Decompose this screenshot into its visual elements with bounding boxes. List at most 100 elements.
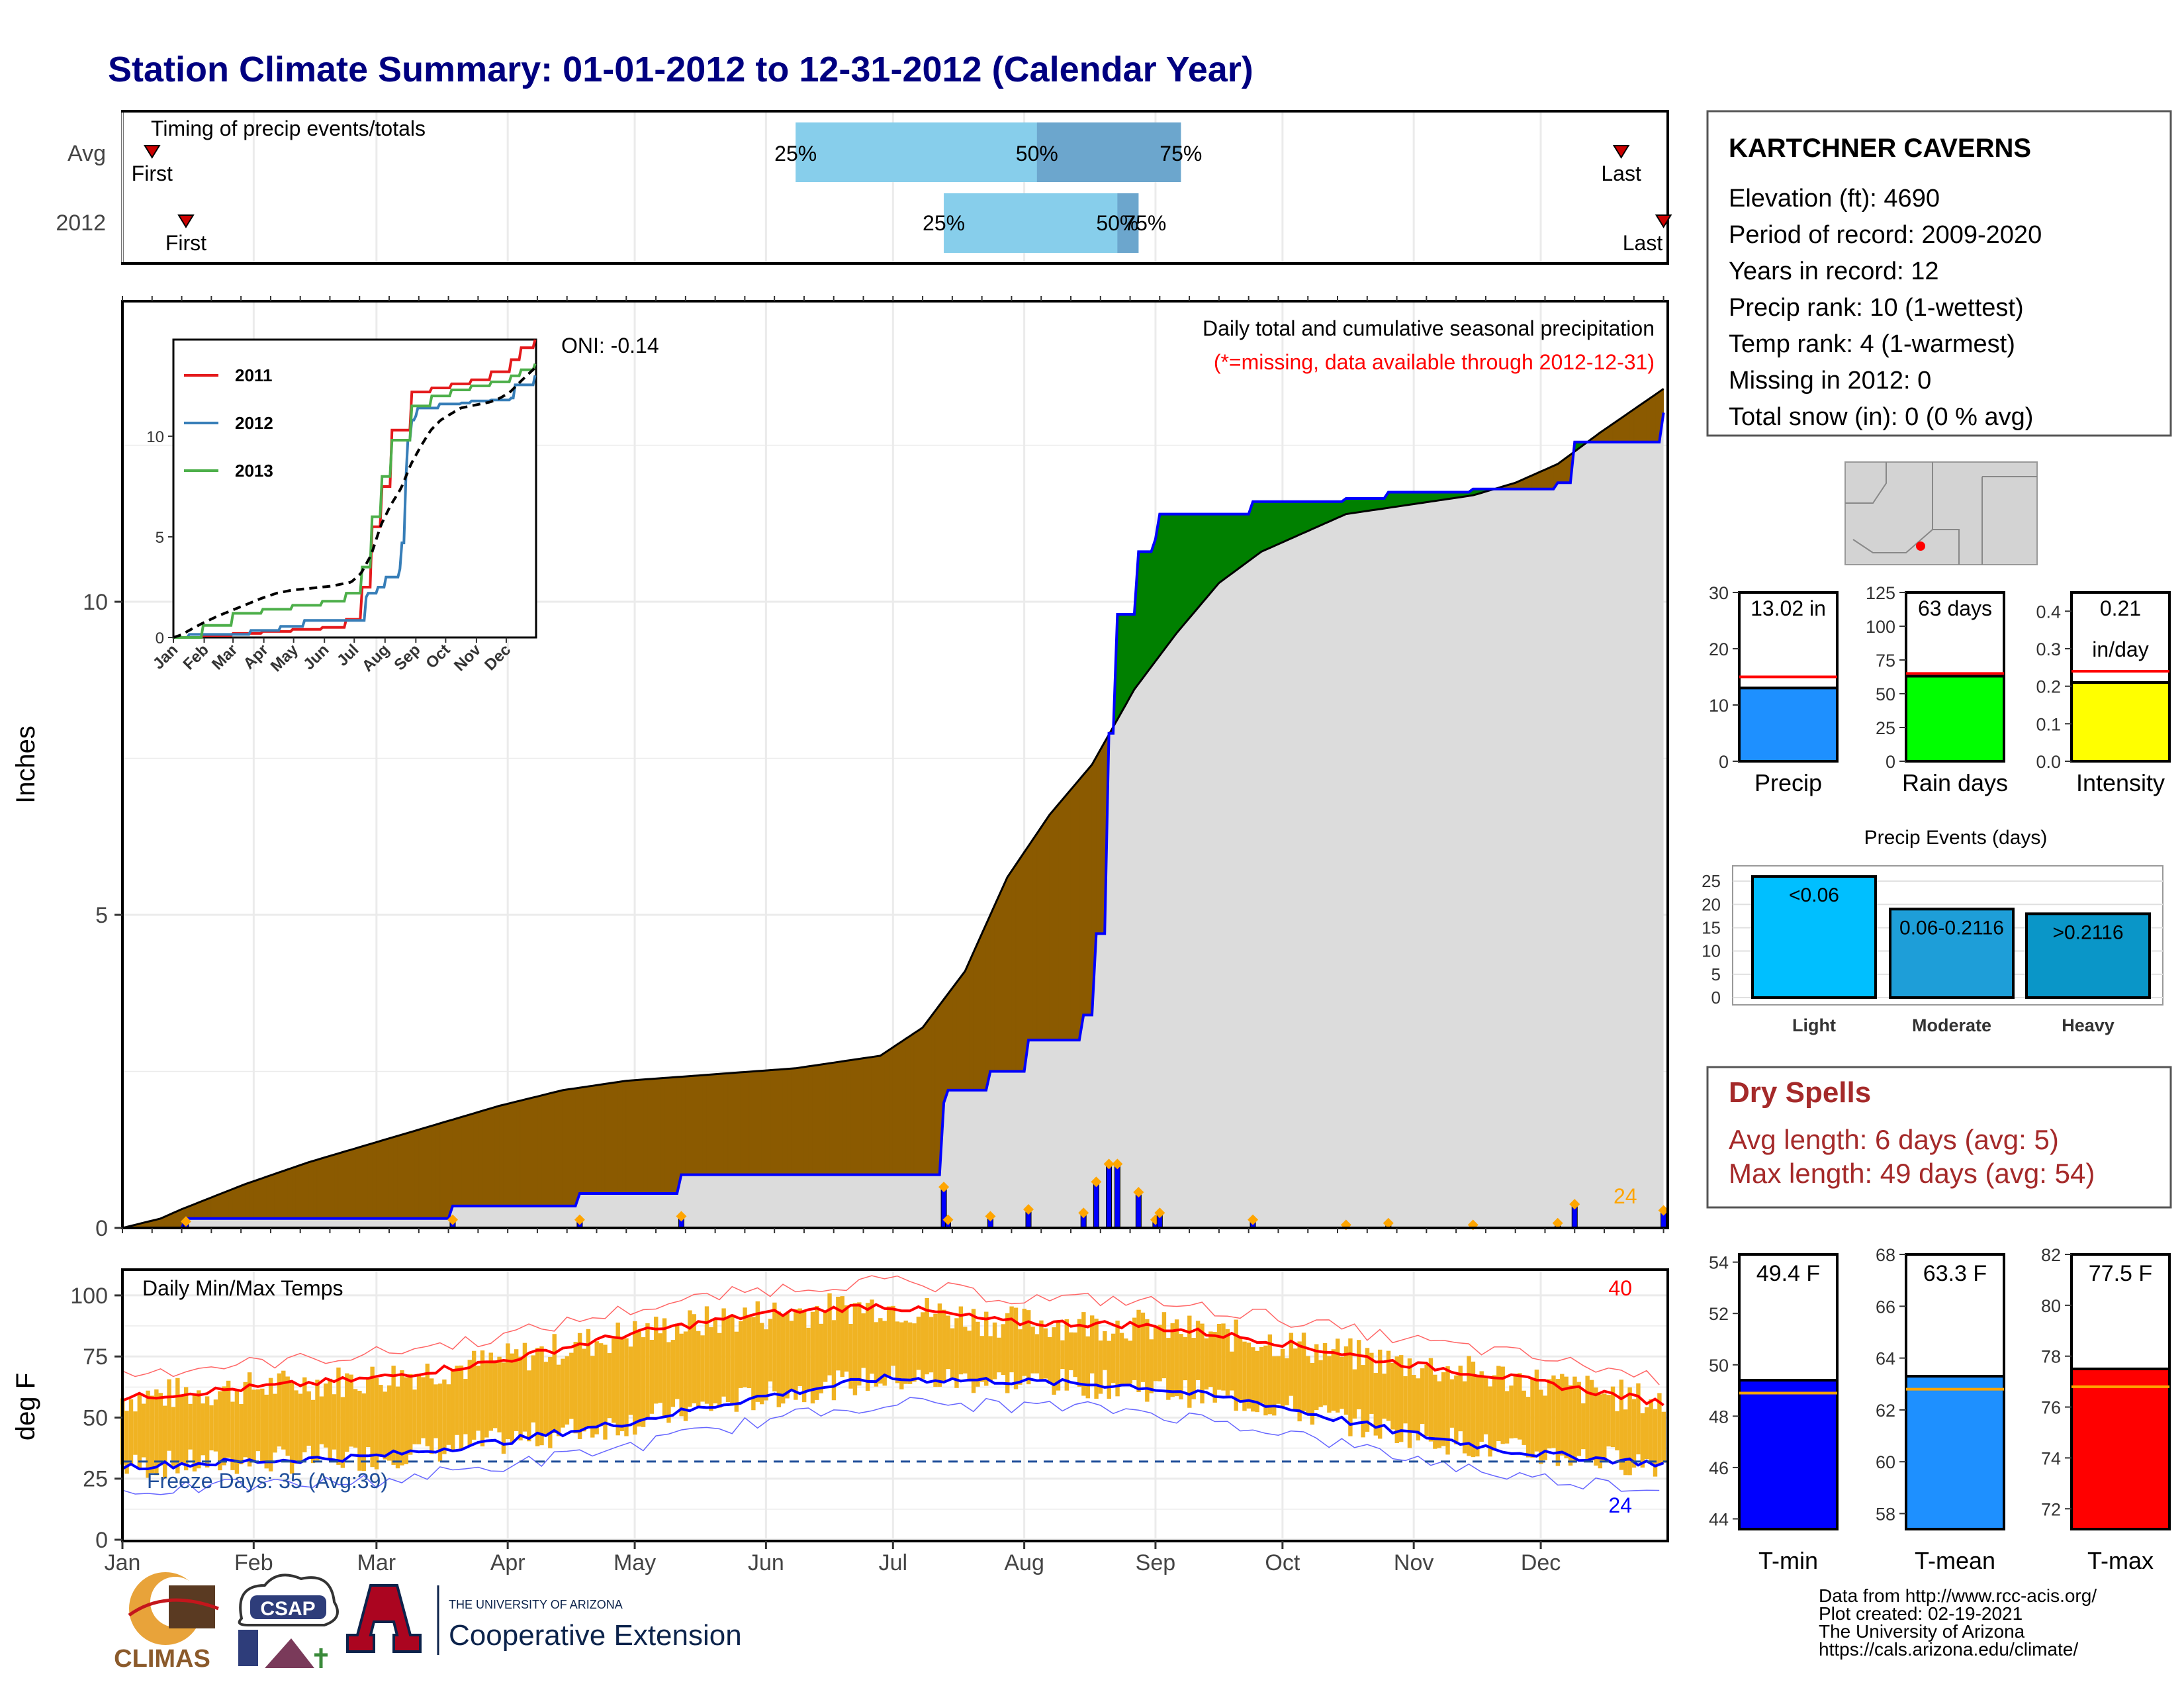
daily-temp-range-bar bbox=[395, 1386, 400, 1469]
below-average-segment bbox=[812, 1064, 817, 1175]
daily-temp-range-bar bbox=[463, 1379, 468, 1434]
month-label: Jan bbox=[105, 1550, 141, 1575]
temp-bar-tick-label: 48 bbox=[1709, 1407, 1729, 1427]
inset-legend-label: 2011 bbox=[235, 365, 272, 385]
daily-temp-range-bar bbox=[925, 1297, 929, 1375]
below-average-segment bbox=[617, 1081, 623, 1194]
station-info-box: KARTCHNER CAVERNS Elevation (ft): 4690 P… bbox=[1706, 110, 2172, 437]
daily-temp-range-bar bbox=[1572, 1376, 1577, 1463]
csap-text: CSAP bbox=[260, 1598, 315, 1620]
csap-logo: CSAP bbox=[238, 1573, 339, 1668]
above-average-segment bbox=[1218, 514, 1224, 584]
below-average-segment bbox=[1054, 804, 1059, 1041]
daily-temp-range-bar bbox=[1060, 1340, 1065, 1370]
below-average-segment bbox=[490, 1106, 496, 1207]
below-average-segment bbox=[858, 1058, 864, 1175]
below-average-segment bbox=[909, 1033, 915, 1175]
daily-temp-range-bar bbox=[218, 1391, 222, 1471]
below-average-segment bbox=[224, 1190, 229, 1219]
above-average-segment bbox=[1307, 501, 1312, 532]
daily-temp-range-bar bbox=[700, 1335, 705, 1402]
above-average-segment bbox=[1269, 501, 1275, 549]
daily-temp-range-bar bbox=[882, 1321, 887, 1386]
temp-ytick-label: 50 bbox=[83, 1405, 108, 1430]
below-average-segment bbox=[884, 1049, 889, 1175]
above-average-segment bbox=[1227, 514, 1232, 577]
temp-bar-name: T-max bbox=[2087, 1547, 2154, 1574]
daily-temp-range-bar bbox=[455, 1366, 459, 1435]
daily-temp-range-bar bbox=[1128, 1340, 1132, 1384]
summary-value-unit: in/day bbox=[2092, 637, 2148, 661]
inset-line-2012 bbox=[173, 375, 537, 639]
daily-temp-range-bar bbox=[1555, 1379, 1561, 1466]
daily-temp-range-bar bbox=[1551, 1375, 1556, 1448]
daily-temp-range-bar bbox=[1018, 1329, 1023, 1385]
daily-temp-range-bar bbox=[370, 1366, 375, 1468]
above-average-segment bbox=[1278, 501, 1283, 545]
temp-summary-bar bbox=[1905, 1375, 2005, 1531]
above-average-segment bbox=[1299, 501, 1304, 536]
daily-temp-range-bar bbox=[141, 1403, 146, 1458]
summary-tick-label: 30 bbox=[1709, 583, 1729, 603]
above-average-segment bbox=[1222, 514, 1228, 581]
daily-temp-range-bar bbox=[1585, 1376, 1590, 1461]
below-average-segment bbox=[1007, 870, 1012, 1072]
daily-temp-range-bar bbox=[255, 1389, 261, 1452]
below-average-segment bbox=[443, 1120, 449, 1219]
daily-temp-range-bar bbox=[1594, 1387, 1598, 1466]
temp-bar-tick-label: 64 bbox=[1876, 1349, 1895, 1369]
daily-temp-range-bar bbox=[1179, 1334, 1183, 1400]
month-label: Apr bbox=[490, 1550, 525, 1575]
first-event-label: First bbox=[132, 162, 173, 185]
summary-bar bbox=[1738, 686, 1839, 763]
above-average-segment bbox=[1130, 614, 1135, 698]
daily-temp-range-bar bbox=[852, 1303, 858, 1395]
daily-temp-range-bar bbox=[1272, 1356, 1277, 1416]
daily-temp-range-bar bbox=[772, 1302, 777, 1391]
daily-temp-range-bar bbox=[1255, 1350, 1259, 1413]
daily-temp-range-bar bbox=[615, 1322, 620, 1436]
below-average-segment bbox=[639, 1079, 644, 1194]
month-label: Dec bbox=[1521, 1550, 1561, 1575]
above-average-segment bbox=[1138, 551, 1144, 685]
daily-temp-range-bar bbox=[844, 1305, 849, 1372]
below-average-segment bbox=[270, 1173, 275, 1219]
daily-temp-range-bar bbox=[298, 1393, 303, 1463]
daily-temp-range-bar bbox=[1301, 1333, 1306, 1411]
temp-bar-tick-label: 80 bbox=[2041, 1296, 2061, 1316]
above-average-segment bbox=[1273, 501, 1279, 547]
daily-temp-range-bar bbox=[492, 1360, 498, 1429]
daily-temp-range-bar bbox=[247, 1372, 252, 1467]
daily-temp-range-bar bbox=[730, 1314, 735, 1406]
above-average-segment bbox=[1316, 501, 1321, 528]
below-average-segment bbox=[1545, 467, 1550, 490]
below-average-segment bbox=[613, 1082, 618, 1194]
below-average-segment bbox=[956, 976, 962, 1091]
station-line: Temp rank: 4 (1-warmest) bbox=[1729, 330, 2015, 358]
daily-temp-range-bar bbox=[806, 1327, 811, 1390]
daily-temp-range-bar bbox=[1234, 1319, 1238, 1411]
daily-temp-range-bar bbox=[1064, 1319, 1069, 1391]
timing-p75-label: 75% bbox=[1124, 211, 1166, 235]
daily-temp-range-bar bbox=[1297, 1341, 1302, 1422]
below-average-segment bbox=[795, 1067, 800, 1175]
below-average-segment bbox=[414, 1129, 420, 1219]
below-average-segment bbox=[397, 1134, 402, 1219]
daily-temp-range-bar bbox=[916, 1317, 921, 1370]
below-average-segment bbox=[702, 1074, 707, 1175]
below-average-segment bbox=[740, 1072, 745, 1175]
above-average-segment bbox=[1405, 492, 1410, 506]
below-average-segment bbox=[482, 1109, 487, 1207]
summary-tick-label: 100 bbox=[1866, 617, 1895, 637]
below-average-segment bbox=[837, 1060, 842, 1175]
above-average-segment bbox=[1349, 498, 1355, 514]
temp-ytick-label: 100 bbox=[70, 1284, 108, 1309]
below-average-segment bbox=[321, 1156, 326, 1219]
below-average-segment bbox=[257, 1178, 263, 1219]
below-average-segment bbox=[452, 1117, 457, 1207]
daily-temp-range-bar bbox=[374, 1378, 379, 1470]
daily-temp-range-bar bbox=[628, 1346, 633, 1415]
daily-temp-range-bar bbox=[1132, 1317, 1137, 1380]
daily-temp-range-bar bbox=[582, 1348, 586, 1432]
precip-marker-count: 24 bbox=[1614, 1184, 1637, 1208]
